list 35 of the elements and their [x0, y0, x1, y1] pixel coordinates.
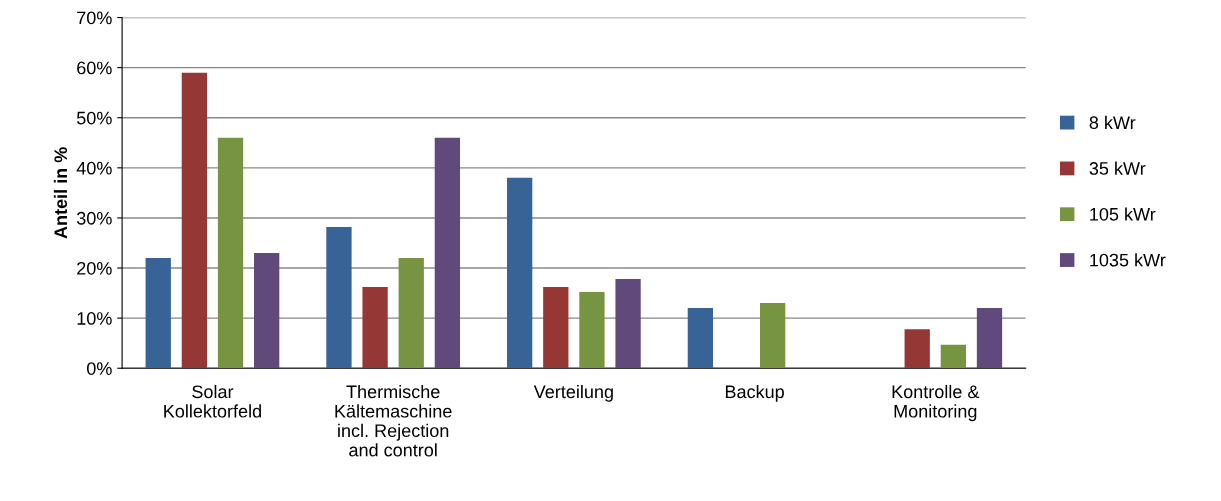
x-tick-label: Backup: [725, 384, 784, 402]
bar: [615, 279, 641, 369]
bar: [145, 258, 171, 369]
y-tick-label: 60%: [77, 61, 112, 75]
y-tick-label: 70%: [77, 11, 112, 25]
bar: [904, 329, 930, 369]
y-tick-label: 30%: [76, 211, 112, 225]
y-tick-label: 20%: [77, 261, 112, 275]
bar: [254, 253, 280, 369]
bar: [579, 292, 605, 369]
legend-label: 105 kWr: [1090, 207, 1156, 221]
y-tick-label: 50%: [76, 111, 112, 125]
y-tick-label: 0%: [86, 362, 112, 375]
x-tick-label: Solar Kollektorfeld: [164, 384, 261, 418]
bar: [760, 303, 786, 369]
bar: [434, 137, 461, 369]
x-tick-label: Kontrolle & Monitoring: [892, 384, 980, 422]
bar: [940, 344, 967, 369]
bar: [507, 177, 533, 369]
bar: [543, 287, 569, 369]
bar: [687, 308, 714, 369]
x-tick-label: Verteilung: [533, 384, 613, 402]
bar: [362, 287, 388, 369]
y-tick-label: 10%: [77, 312, 112, 325]
bar: [398, 258, 424, 369]
bar: [217, 137, 244, 369]
y-axis-title: Anteil in %: [53, 147, 68, 239]
bar: [181, 72, 208, 369]
legend-label: 8 kWr: [1089, 115, 1136, 130]
bar: [326, 226, 352, 369]
x-tick-label: Thermische Kältemaschine incl. Rejection and control: [335, 384, 452, 457]
legend-label: 1035 kWr: [1090, 253, 1166, 267]
legend-label: 35 kWr: [1089, 161, 1146, 175]
bar: [976, 308, 1003, 369]
y-tick-label: 40%: [76, 161, 112, 175]
